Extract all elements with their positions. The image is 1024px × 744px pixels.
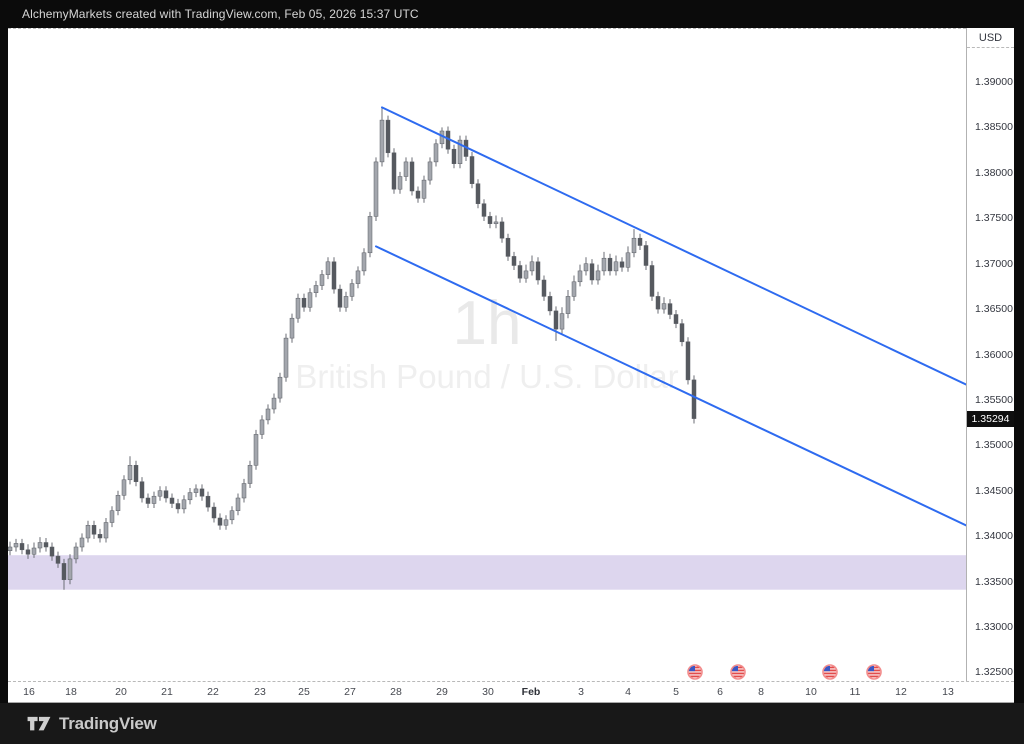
- channel-line-upper: [381, 106, 966, 386]
- time-tick: 25: [298, 686, 310, 698]
- price-tick: 1.35000: [975, 439, 1013, 452]
- time-tick: 18: [65, 686, 77, 698]
- price-tick: 1.34500: [975, 484, 1013, 497]
- price-tick: 1.34000: [975, 530, 1013, 543]
- tradingview-brand-text: TradingView: [59, 713, 157, 733]
- time-tick: 13: [942, 686, 954, 698]
- tradingview-logo[interactable]: TradingView: [26, 714, 157, 734]
- price-tick: 1.37500: [975, 212, 1013, 225]
- time-tick: 8: [758, 686, 764, 698]
- time-tick: 6: [717, 686, 723, 698]
- time-tick: 29: [436, 686, 448, 698]
- time-tick: 20: [115, 686, 127, 698]
- price-tick: 1.38500: [975, 121, 1013, 134]
- price-tick: 1.33000: [975, 621, 1013, 633]
- time-tick: 3: [578, 686, 584, 698]
- time-axis[interactable]: 16 18 20 21 22 23 25 27 28 29 30 Feb 3 4 5 6 8 10 11 12 13: [8, 681, 1014, 703]
- economic-event-us-flag-icon[interactable]: [822, 664, 838, 680]
- footer-bar: TradingView: [0, 703, 1024, 744]
- price-tick: 1.32500: [975, 666, 1013, 679]
- tradingview-logo-icon: [27, 716, 51, 730]
- time-tick: 22: [207, 686, 219, 698]
- price-tick: 1.39000: [975, 76, 1013, 88]
- price-tick: 1.33500: [975, 575, 1013, 588]
- support-zone: [8, 555, 966, 590]
- price-tick: 1.37000: [975, 257, 1013, 270]
- price-tick: 1.36500: [975, 303, 1013, 316]
- price-tick: 1.36000: [975, 348, 1013, 361]
- time-tick: Feb: [521, 686, 541, 698]
- last-price-label: 1.35294: [967, 410, 1014, 427]
- economic-event-us-flag-icon[interactable]: [866, 664, 882, 680]
- currency-label: USD: [967, 28, 1014, 48]
- time-tick: 30: [482, 686, 494, 698]
- time-tick: 4: [625, 686, 631, 698]
- time-tick: 5: [673, 686, 679, 698]
- time-tick: 27: [344, 686, 356, 698]
- time-tick: 16: [23, 686, 35, 698]
- time-tick: 23: [254, 686, 266, 698]
- time-tick: 21: [161, 686, 173, 698]
- price-tick: 1.38000: [975, 166, 1013, 179]
- time-tick: 12: [895, 686, 907, 698]
- attribution-text: AlchemyMarkets created with TradingView.…: [22, 7, 419, 21]
- channel-line-lower: [375, 245, 966, 527]
- economic-event-us-flag-icon[interactable]: [687, 664, 703, 680]
- attribution-bar: AlchemyMarkets created with TradingView.…: [0, 0, 1024, 28]
- time-tick: 28: [390, 686, 402, 698]
- economic-event-us-flag-icon[interactable]: [730, 664, 746, 680]
- time-tick: 10: [805, 686, 817, 698]
- time-tick: 11: [849, 686, 861, 698]
- price-axis[interactable]: USD 1.35294 1.39000 1.38500 1.38000 1.37500…: [966, 28, 1014, 703]
- price-tick: 1.35500: [975, 393, 1013, 406]
